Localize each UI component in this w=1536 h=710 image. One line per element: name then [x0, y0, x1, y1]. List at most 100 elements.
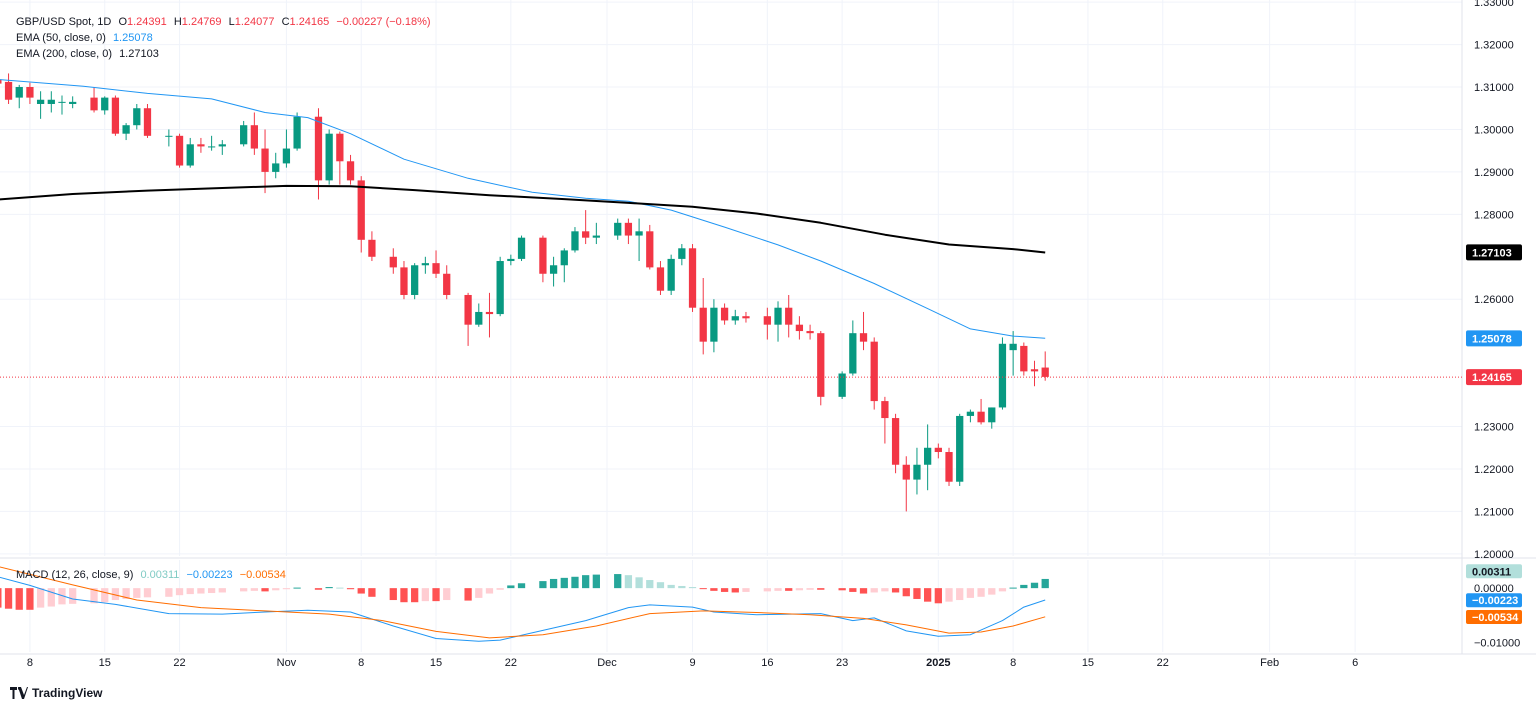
candle-down [1030, 369, 1039, 372]
candle-up [731, 316, 739, 321]
macd-histogram-bar [336, 587, 344, 589]
time-tick-label: 15 [1082, 657, 1094, 669]
footer-brand[interactable]: TradingView [10, 686, 102, 700]
macd-histogram-bar [101, 588, 109, 603]
macd-histogram-bar [934, 588, 942, 604]
time-tick-label: Dec [597, 657, 617, 669]
candle-down [699, 307, 707, 342]
macd-histogram-bar [69, 588, 77, 604]
macd-tag-label: 0.00311 [1472, 566, 1511, 578]
macd-histogram-bar [165, 588, 173, 597]
macd-histogram-bar [218, 588, 226, 593]
ema50-legend[interactable]: EMA (50, close, 0) 1.25078 [16, 30, 157, 46]
ema200-label: EMA (200, close, 0) [16, 48, 112, 60]
ema200-legend[interactable]: EMA (200, close, 0) 1.27103 [16, 46, 163, 62]
candle-up [101, 97, 109, 111]
macd-histogram-bar [133, 588, 141, 598]
candle-down [175, 135, 184, 166]
candle-up [966, 411, 975, 416]
price-tick-label: 1.26000 [1474, 294, 1514, 306]
macd-histogram-bar [817, 588, 825, 590]
macd-hist-value: 0.00311 [140, 569, 180, 581]
price-tick-label: 1.20000 [1474, 549, 1514, 561]
price-tick-label: 1.21000 [1474, 506, 1514, 518]
candle-down [859, 333, 868, 342]
time-tick-label: 15 [99, 657, 111, 669]
candle-down [1020, 345, 1028, 372]
macd-histogram-bar [357, 588, 365, 594]
macd-histogram-bar [4, 588, 13, 609]
candle-down [977, 411, 985, 423]
macd-histogram-bar [47, 588, 55, 607]
macd-histogram-bar [90, 588, 98, 604]
macd-histogram-bar [1041, 578, 1049, 589]
macd-histogram-bar [977, 588, 985, 597]
candle-up [849, 333, 857, 374]
time-tick-label: Nov [277, 657, 297, 669]
candle-up [1009, 343, 1017, 351]
macd-histogram-bar [411, 588, 419, 603]
macd-histogram-bar [806, 588, 814, 590]
ema200-value: 1.27103 [119, 48, 159, 60]
macd-histogram-bar [742, 588, 750, 592]
candle-up [411, 265, 419, 295]
candle-up [282, 148, 291, 164]
macd-line [0, 576, 1046, 642]
macd-histogram-bar [988, 588, 996, 595]
macd-histogram-bar [646, 580, 654, 589]
candle-down [902, 464, 910, 480]
candle-up [47, 99, 55, 104]
candle-up [186, 144, 194, 166]
macd-histogram-bar [240, 588, 248, 592]
candle-down [934, 447, 942, 453]
macd-histogram-bar [496, 588, 504, 590]
time-tick-label: 22 [173, 657, 185, 669]
macd-histogram-bar [261, 588, 269, 592]
change-value: −0.00227 (−0.18%) [336, 16, 431, 28]
price-tick-label: 1.22000 [1474, 464, 1514, 476]
candle-down [881, 401, 889, 419]
macd-histogram-bar [881, 588, 889, 592]
candle-down [1041, 367, 1049, 377]
candle-up [774, 307, 782, 325]
price-tick-label: 1.30000 [1474, 124, 1514, 136]
candle-up [710, 307, 718, 342]
macd-histogram-bar [400, 588, 408, 603]
macd-histogram-bar [891, 588, 900, 593]
candle-down [742, 316, 750, 319]
price-tick-label: 1.29000 [1474, 167, 1514, 179]
candle-down [817, 333, 825, 397]
candle-up [667, 258, 675, 291]
macd-histogram-bar [421, 588, 429, 602]
macd-histogram-bar [956, 588, 964, 601]
macd-histogram-bar [26, 588, 34, 610]
candle-up [218, 144, 226, 147]
symbol-title[interactable]: GBP/USD Spot, 1D [16, 16, 112, 28]
candle-down [720, 307, 729, 321]
macd-histogram-bar [197, 588, 205, 594]
time-tick-label: 8 [1010, 657, 1016, 669]
candle-up [496, 261, 504, 315]
candle-down [111, 97, 120, 134]
candle-up [549, 265, 558, 274]
macd-histogram-bar [111, 588, 120, 601]
macd-histogram-bar [924, 588, 932, 602]
candle-down [250, 125, 258, 149]
candle-down [582, 231, 590, 238]
candle-up [592, 235, 600, 238]
candle-up [272, 163, 280, 172]
macd-signal-line [0, 566, 1046, 639]
macd-legend[interactable]: MACD (12, 26, close, 9) 0.00311 −0.00223… [16, 567, 290, 583]
candle-up [69, 101, 77, 104]
candle-up [913, 464, 921, 480]
candle-down [336, 133, 344, 162]
macd-histogram-bar [325, 587, 333, 589]
candle-up [507, 258, 515, 262]
macd-histogram-bar [1020, 584, 1028, 589]
candle-down [368, 239, 376, 257]
price-tag-label: 1.25078 [1472, 333, 1512, 345]
candle-down [785, 307, 793, 325]
candle-up [325, 133, 333, 181]
candle-down [539, 237, 547, 274]
